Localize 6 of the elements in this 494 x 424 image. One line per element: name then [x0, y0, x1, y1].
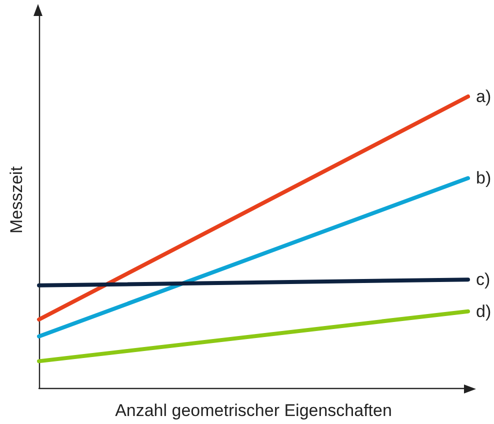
x-axis-title: Anzahl geometrischer Eigenschaften	[115, 401, 392, 420]
series-label: c)	[476, 270, 490, 290]
y-axis-title: Messzeit	[7, 166, 26, 234]
series-label: b)	[476, 168, 492, 188]
series-label: d)	[476, 302, 492, 321]
series-label: a)	[476, 87, 492, 106]
